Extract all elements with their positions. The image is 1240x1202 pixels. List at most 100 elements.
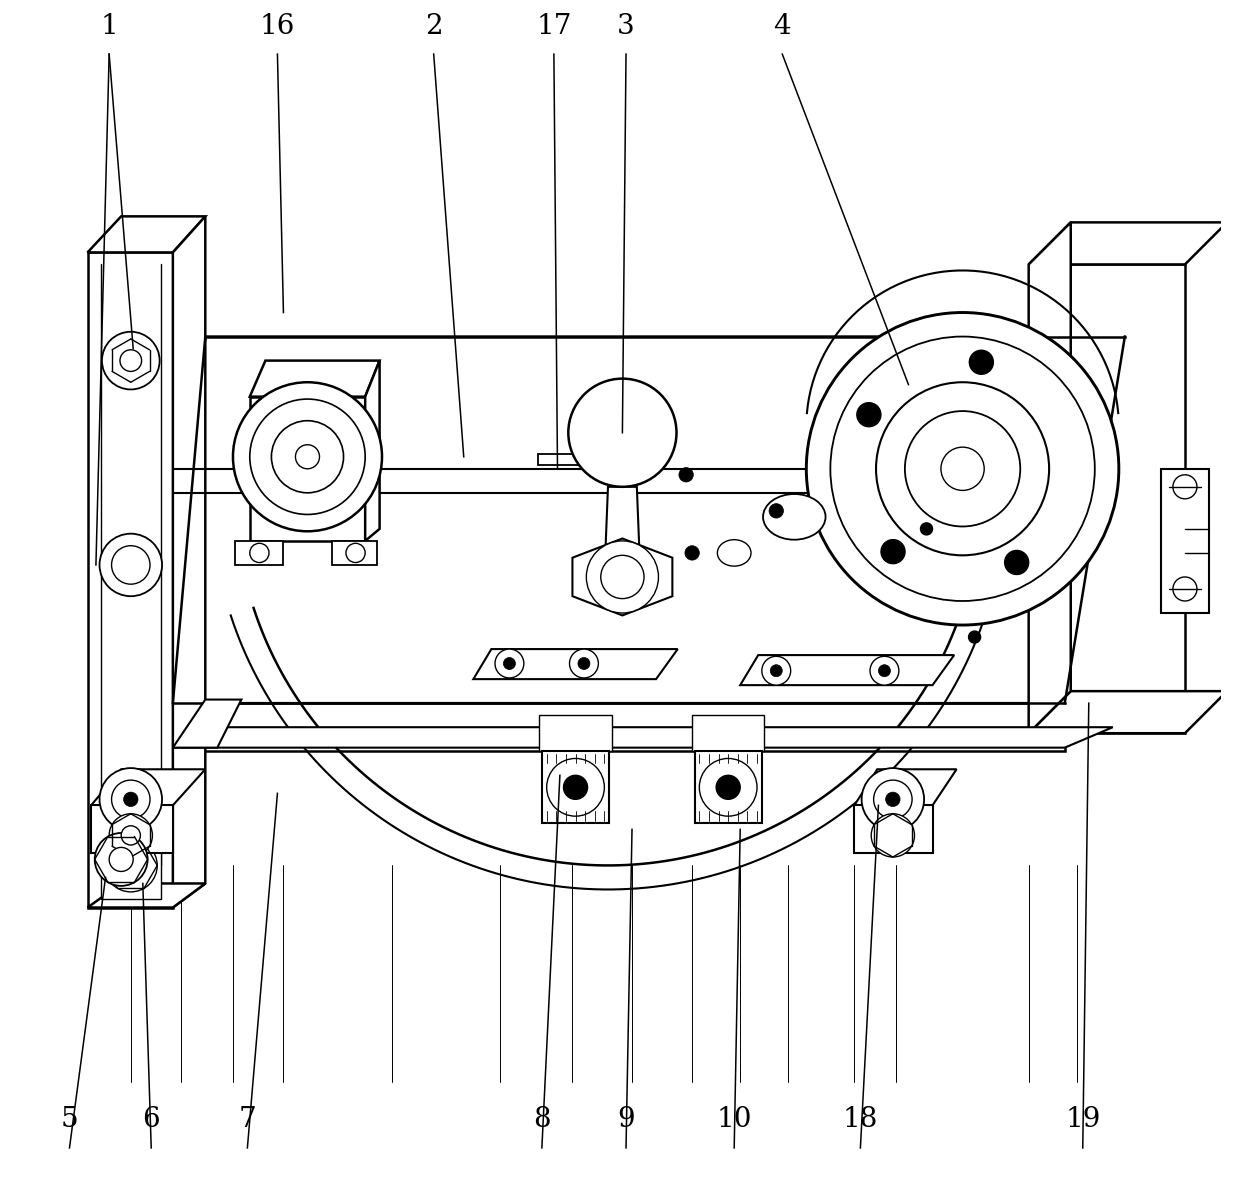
Circle shape (120, 350, 141, 371)
Circle shape (684, 546, 699, 560)
Circle shape (503, 657, 516, 670)
Polygon shape (740, 655, 954, 685)
Circle shape (578, 657, 590, 670)
Circle shape (122, 826, 140, 845)
Circle shape (295, 445, 320, 469)
Text: 6: 6 (143, 1107, 160, 1133)
Polygon shape (91, 769, 206, 805)
Circle shape (761, 656, 791, 685)
Polygon shape (573, 538, 672, 615)
Circle shape (600, 555, 644, 599)
Polygon shape (249, 361, 379, 397)
Text: 4: 4 (774, 13, 791, 40)
Text: 18: 18 (843, 1107, 878, 1133)
Circle shape (880, 540, 905, 564)
Text: 1: 1 (100, 13, 118, 40)
Polygon shape (538, 454, 582, 465)
Circle shape (104, 839, 157, 892)
Circle shape (878, 665, 890, 677)
Polygon shape (172, 649, 1112, 703)
Polygon shape (1029, 222, 1228, 264)
Circle shape (102, 332, 160, 389)
Circle shape (233, 382, 382, 531)
Polygon shape (365, 361, 379, 541)
Polygon shape (1029, 222, 1071, 733)
Bar (100, 851, 161, 899)
Text: 10: 10 (717, 1107, 751, 1133)
Ellipse shape (763, 494, 826, 540)
Polygon shape (1029, 264, 1185, 733)
Circle shape (346, 543, 365, 563)
Circle shape (806, 313, 1118, 625)
Circle shape (769, 504, 784, 518)
Circle shape (568, 379, 677, 487)
Polygon shape (854, 769, 956, 805)
Polygon shape (694, 751, 761, 823)
Polygon shape (236, 541, 284, 565)
Circle shape (678, 468, 693, 482)
Text: 8: 8 (533, 1107, 551, 1133)
Polygon shape (1029, 691, 1228, 733)
Circle shape (875, 382, 1049, 555)
Circle shape (249, 399, 365, 514)
Polygon shape (172, 337, 1125, 703)
Polygon shape (854, 805, 932, 853)
Circle shape (563, 775, 588, 799)
Circle shape (1004, 551, 1029, 575)
Polygon shape (692, 715, 764, 751)
Circle shape (872, 814, 914, 857)
Text: 9: 9 (618, 1107, 635, 1133)
Polygon shape (249, 397, 365, 541)
Polygon shape (474, 649, 678, 679)
Circle shape (112, 546, 150, 584)
Circle shape (885, 792, 900, 807)
Polygon shape (88, 216, 206, 252)
Polygon shape (91, 805, 172, 853)
Circle shape (831, 337, 1095, 601)
Circle shape (99, 534, 162, 596)
Circle shape (968, 631, 981, 643)
Polygon shape (172, 703, 1065, 739)
Circle shape (94, 833, 148, 886)
Text: 2: 2 (425, 13, 443, 40)
Polygon shape (88, 883, 206, 908)
Polygon shape (539, 715, 611, 751)
Circle shape (862, 768, 924, 831)
Circle shape (109, 847, 133, 871)
Circle shape (112, 780, 150, 819)
Circle shape (920, 523, 932, 535)
Polygon shape (172, 216, 206, 908)
Polygon shape (88, 252, 172, 908)
Circle shape (905, 411, 1021, 526)
Circle shape (587, 541, 658, 613)
Circle shape (970, 350, 993, 374)
Circle shape (857, 403, 880, 427)
Circle shape (99, 768, 162, 831)
Polygon shape (331, 541, 377, 565)
Text: 19: 19 (1065, 1107, 1100, 1133)
Circle shape (569, 649, 599, 678)
Circle shape (941, 447, 985, 490)
Text: 3: 3 (618, 13, 635, 40)
Circle shape (547, 758, 604, 816)
Text: 16: 16 (259, 13, 295, 40)
Circle shape (272, 421, 343, 493)
Circle shape (495, 649, 523, 678)
Circle shape (699, 758, 758, 816)
Circle shape (1173, 475, 1197, 499)
Circle shape (870, 656, 899, 685)
Circle shape (1173, 577, 1197, 601)
Polygon shape (604, 487, 640, 577)
Circle shape (874, 780, 913, 819)
Polygon shape (172, 700, 242, 748)
Polygon shape (1161, 469, 1209, 613)
Text: 5: 5 (61, 1107, 78, 1133)
Text: 17: 17 (536, 13, 572, 40)
Circle shape (124, 792, 138, 807)
Polygon shape (172, 727, 1112, 748)
Circle shape (249, 543, 269, 563)
Circle shape (109, 814, 153, 857)
Circle shape (717, 775, 740, 799)
Polygon shape (542, 751, 609, 823)
Ellipse shape (718, 540, 751, 566)
